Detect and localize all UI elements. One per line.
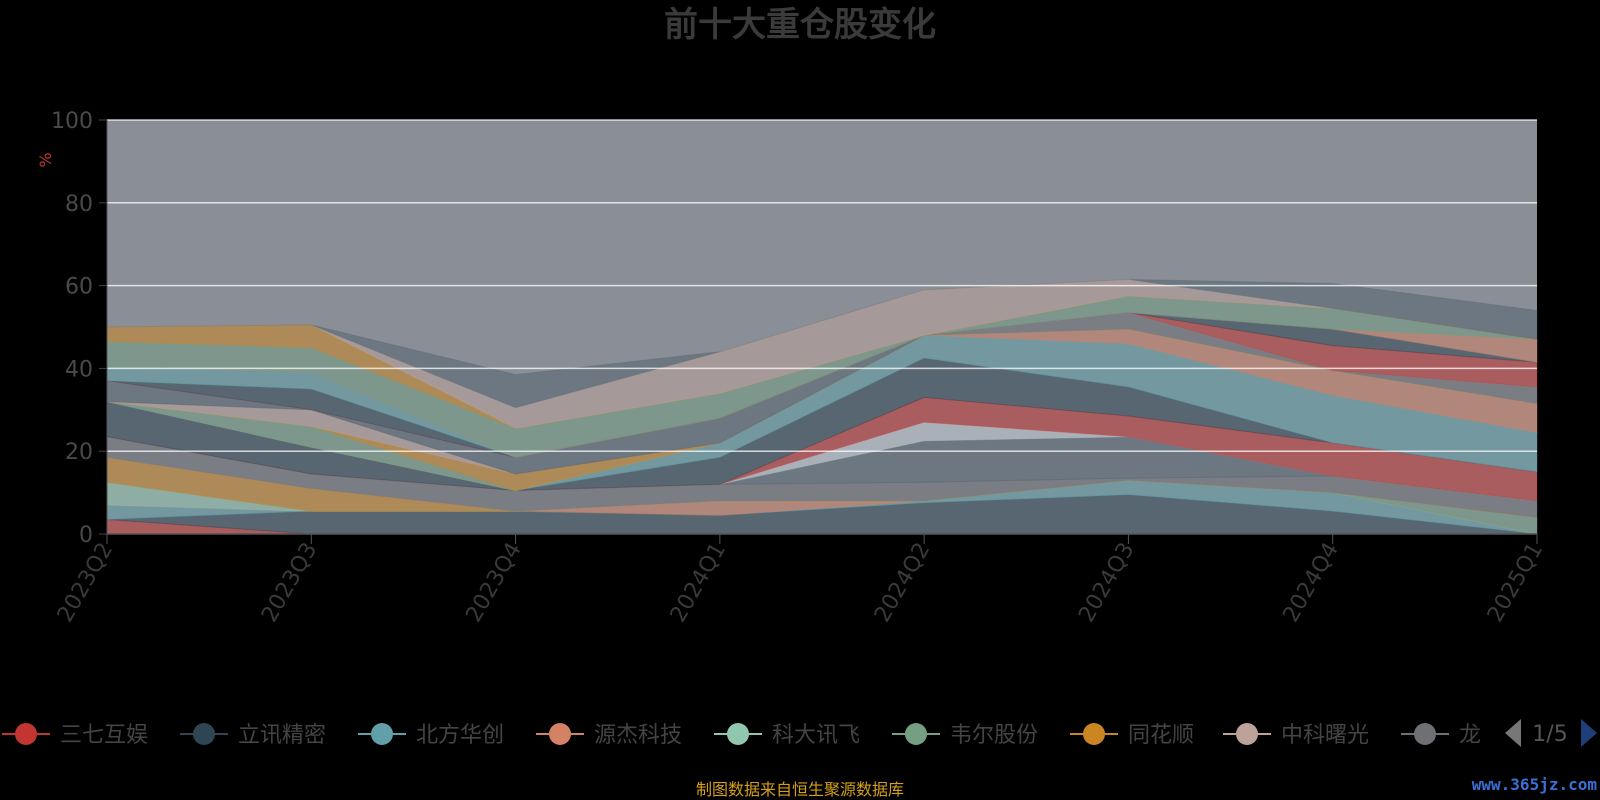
legend-pager: 1/5 — [1505, 719, 1597, 747]
legend-label: 立讯精密 — [238, 723, 326, 748]
legend-circle-marker — [1414, 723, 1436, 745]
legend-label: 同花顺 — [1128, 723, 1194, 748]
legend-circle-marker — [371, 723, 393, 745]
legend-label: 龙迅股份 — [1459, 723, 1547, 748]
area-series-30 — [106, 278, 1538, 409]
y-tick-label: 60 — [65, 275, 93, 300]
y-tick-label: 40 — [65, 357, 93, 382]
legend-item[interactable]: 同花顺 — [1070, 723, 1194, 748]
legend-circle-marker — [193, 723, 215, 745]
legend-circle-marker — [15, 723, 37, 745]
legend-label: 韦尔股份 — [950, 723, 1038, 748]
legend-circle-marker — [549, 723, 571, 745]
x-tick-label: 2025Q1 — [1483, 539, 1548, 627]
legend-item[interactable]: 源杰科技 — [536, 723, 682, 748]
legend-label: 北方华创 — [416, 723, 504, 748]
x-axis: 2023Q2 2023Q3 2023Q4 2024Q1 2024Q2 2024Q3 2024… — [53, 533, 1548, 627]
legend: 三七互娱 立讯精密 北方华创 源杰科技 科大讯飞 韦尔股份 同花顺 中科曙光 龙迅股份 — [2, 723, 1547, 748]
area-series-14 — [106, 334, 1538, 492]
legend-items: 三七互娱 立讯精密 北方华创 源杰科技 科大讯飞 韦尔股份 同花顺 中科曙光 龙迅股份 — [2, 723, 1547, 748]
area-series-9 — [106, 436, 1538, 518]
watermark: www.365jz.com — [1472, 775, 1598, 794]
legend-circle-marker — [727, 723, 749, 745]
area-series-20 — [106, 311, 1538, 475]
area-series-15 — [106, 328, 1538, 492]
y-tick-label: 80 — [65, 192, 93, 217]
y-axis-label: % — [36, 152, 55, 167]
legend-circle-marker — [1083, 723, 1105, 745]
source-note: 制图数据来自恒生聚源数据库 — [696, 780, 904, 799]
area-series-group — [106, 278, 1538, 535]
y-tick-label: 20 — [65, 440, 93, 465]
legend-item[interactable]: 科大讯飞 — [714, 723, 860, 748]
legend-prev-icon[interactable] — [1505, 719, 1521, 747]
legend-page-indicator: 1/5 — [1532, 722, 1567, 747]
y-tick-label: 100 — [51, 109, 93, 134]
legend-next-icon[interactable] — [1581, 719, 1597, 747]
x-tick-label: 2024Q3 — [1074, 539, 1139, 627]
chart-title: 前十大重仓股变化 — [664, 5, 936, 45]
legend-item[interactable]: 龙迅股份 — [1401, 723, 1547, 748]
grid-lines — [107, 119, 1537, 452]
legend-item[interactable]: 韦尔股份 — [892, 723, 1038, 748]
legend-item[interactable]: 立讯精密 — [180, 723, 326, 748]
x-tick-label: 2024Q4 — [1279, 539, 1344, 627]
legend-item[interactable]: 北方华创 — [358, 723, 504, 748]
legend-label: 三七互娱 — [60, 723, 148, 748]
legend-circle-marker — [905, 723, 927, 745]
legend-label: 中科曙光 — [1281, 723, 1369, 748]
legend-circle-marker — [1236, 723, 1258, 745]
y-axis: 0 20 40 60 80 100 — [51, 109, 108, 548]
x-tick-label: 2024Q2 — [870, 539, 935, 627]
legend-label: 源杰科技 — [594, 723, 682, 748]
x-tick-label: 2024Q1 — [666, 539, 731, 627]
x-tick-label: 2023Q2 — [53, 539, 118, 627]
x-tick-label: 2023Q3 — [257, 539, 322, 627]
legend-item[interactable]: 中科曙光 — [1223, 723, 1369, 748]
x-tick-label: 2023Q4 — [461, 539, 526, 627]
y-tick-label: 0 — [79, 523, 93, 548]
legend-label: 科大讯飞 — [772, 723, 860, 748]
legend-item[interactable]: 三七互娱 — [2, 723, 148, 748]
